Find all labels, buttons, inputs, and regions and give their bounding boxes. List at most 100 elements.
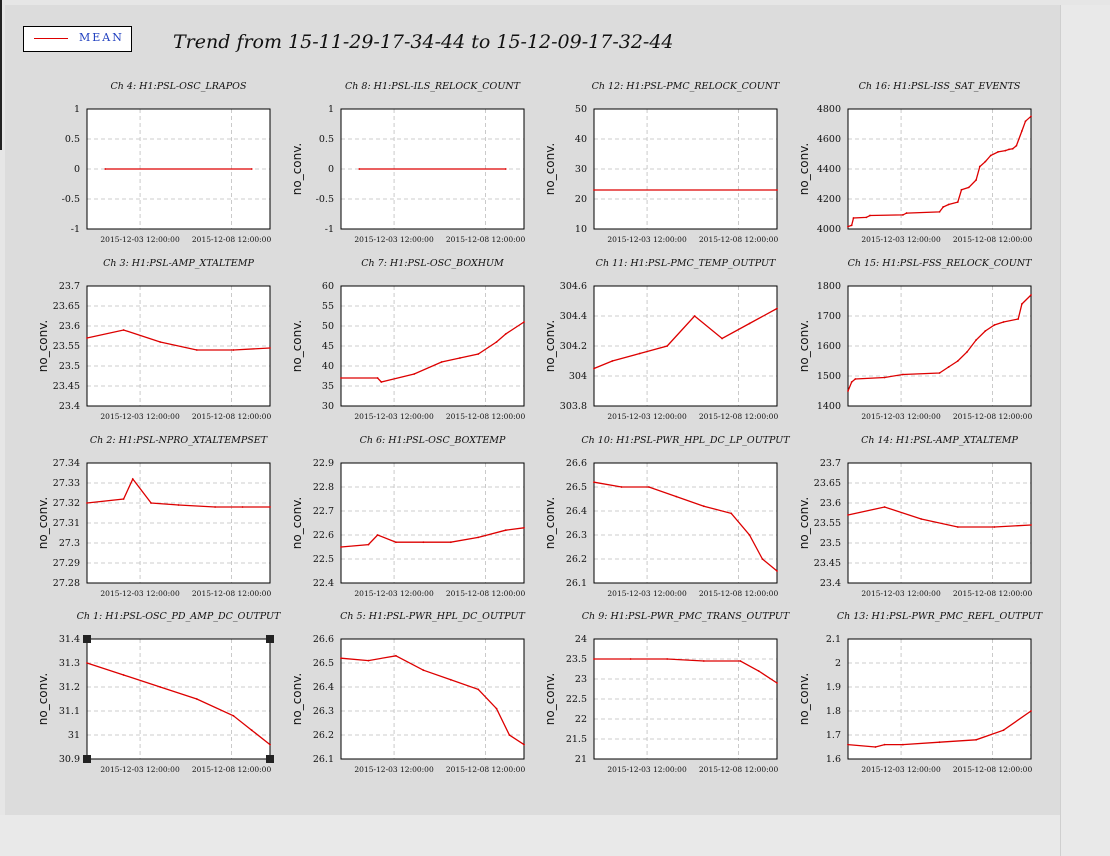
data-point xyxy=(920,518,923,520)
y-tick-label: 1.7 xyxy=(826,730,841,741)
x-tick-label: 2015-12-03 12:00:00 xyxy=(354,235,434,244)
data-point xyxy=(776,570,778,572)
y-tick-label: 1 xyxy=(328,104,334,115)
data-point xyxy=(850,381,853,383)
y-axis-label: no_conv. xyxy=(543,143,557,195)
x-tick-label: 2015-12-08 12:00:00 xyxy=(699,235,779,244)
y-tick-label: 30.9 xyxy=(59,754,80,765)
y-tick-label: 26.1 xyxy=(313,754,334,765)
y-tick-label: 22.4 xyxy=(313,578,334,589)
data-point xyxy=(938,210,941,213)
y-tick-label: 22.5 xyxy=(313,554,334,565)
data-point xyxy=(413,373,416,375)
data-point xyxy=(739,660,742,662)
x-tick-label: 2015-12-08 12:00:00 xyxy=(192,589,272,598)
plot-frame xyxy=(847,638,1032,760)
data-point xyxy=(997,150,999,153)
x-tick-label: 2015-12-03 12:00:00 xyxy=(861,765,941,774)
y-axis-label: no_conv. xyxy=(543,673,557,725)
data-point xyxy=(847,743,849,746)
y-tick-label: 4800 xyxy=(817,104,841,115)
x-tick-label: 2015-12-03 12:00:00 xyxy=(607,235,687,244)
y-tick-label: 22.9 xyxy=(313,458,334,469)
data-point xyxy=(984,160,987,163)
left-border xyxy=(0,0,2,150)
data-point xyxy=(902,743,904,746)
series-line xyxy=(341,321,525,383)
x-tick-label: 2015-12-08 12:00:00 xyxy=(446,412,526,421)
data-point xyxy=(905,212,908,214)
chart-panel: Ch 7: H1:PSL-OSC_BOXHUM 60 55 50 45 40 35 30 201… xyxy=(290,258,525,421)
y-tick-label: 23 xyxy=(575,674,587,685)
y-tick-label: 23.5 xyxy=(820,538,841,549)
data-point xyxy=(523,321,525,323)
x-tick-label: 2015-12-03 12:00:00 xyxy=(354,765,434,774)
plot-frame xyxy=(847,462,1032,584)
data-point xyxy=(340,546,342,548)
y-tick-label: 1600 xyxy=(817,341,841,352)
data-point xyxy=(847,225,849,228)
chart-title: Ch 10: H1:PSL-PWR_HPL_DC_LP_OUTPUT xyxy=(581,435,790,446)
chart-title: Ch 15: H1:PSL-FSS_RELOCK_COUNT xyxy=(848,258,1033,269)
x-tick-label: 2015-12-03 12:00:00 xyxy=(607,412,687,421)
data-point xyxy=(1030,524,1032,526)
x-tick-label: 2015-12-03 12:00:00 xyxy=(100,589,180,598)
plot-frame xyxy=(86,108,271,230)
x-tick-label: 2015-12-08 12:00:00 xyxy=(699,412,779,421)
data-point xyxy=(1015,144,1018,147)
y-axis-label: no_conv. xyxy=(797,320,811,372)
data-point xyxy=(122,498,125,500)
data-point xyxy=(947,366,950,368)
y-tick-label: 304 xyxy=(569,371,587,382)
chart-title: Ch 1: H1:PSL-OSC_PD_AMP_DC_OUTPUT xyxy=(77,611,281,622)
data-point xyxy=(966,351,968,353)
y-tick-label: 45 xyxy=(322,341,334,352)
y-tick-label: 24 xyxy=(575,634,587,645)
x-tick-label: 2015-12-03 12:00:00 xyxy=(607,765,687,774)
y-tick-label: 2.1 xyxy=(826,634,841,645)
chart-panel: Ch 9: H1:PSL-PWR_PMC_TRANS_OUTPUT 24 23.5 2… xyxy=(543,611,790,774)
data-point xyxy=(960,188,963,191)
data-point xyxy=(693,315,696,317)
y-tick-label: 304.6 xyxy=(560,281,587,292)
data-point xyxy=(122,674,125,676)
data-point xyxy=(757,670,760,672)
data-point xyxy=(508,734,511,736)
series-line xyxy=(847,710,1032,748)
data-point xyxy=(504,529,507,532)
y-tick-label: 27.28 xyxy=(53,578,80,589)
plot-area xyxy=(87,639,270,759)
data-point xyxy=(730,512,733,515)
data-point xyxy=(177,504,180,506)
data-point xyxy=(902,373,904,376)
data-point xyxy=(852,217,855,219)
data-point xyxy=(938,372,941,374)
y-tick-label: 1500 xyxy=(817,371,841,382)
plot-frame xyxy=(86,285,271,407)
data-point xyxy=(967,186,970,189)
y-tick-label: 303.8 xyxy=(560,401,587,412)
data-point xyxy=(593,367,595,370)
data-point xyxy=(975,179,977,181)
data-point xyxy=(748,534,751,536)
y-tick-label: 26.4 xyxy=(566,506,587,517)
data-point xyxy=(340,657,342,660)
y-tick-label: 50 xyxy=(322,321,334,332)
data-point xyxy=(449,541,452,544)
x-tick-label: 2015-12-03 12:00:00 xyxy=(100,235,180,244)
series-line xyxy=(86,329,271,351)
y-tick-label: 26.2 xyxy=(313,730,334,741)
series-line xyxy=(86,477,270,508)
legend-box: MEAN xyxy=(23,26,132,52)
y-tick-label: 4200 xyxy=(817,194,841,205)
data-point xyxy=(440,361,443,363)
data-point xyxy=(989,154,992,157)
y-tick-label: 4000 xyxy=(817,224,841,235)
data-point xyxy=(721,337,723,340)
data-point xyxy=(1011,147,1014,150)
y-tick-label: 26.5 xyxy=(313,658,334,669)
data-point xyxy=(978,165,981,168)
selection-handle xyxy=(266,755,274,763)
y-tick-label: 26.4 xyxy=(313,682,334,693)
data-point xyxy=(666,345,669,347)
